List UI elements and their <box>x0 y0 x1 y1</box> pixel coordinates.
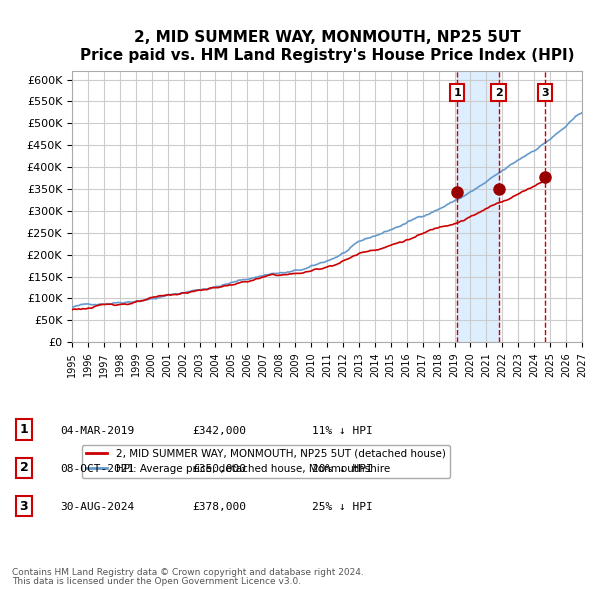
Bar <box>457 71 499 342</box>
Text: 2: 2 <box>495 88 502 98</box>
Text: 04-MAR-2019: 04-MAR-2019 <box>60 426 134 435</box>
Text: 1: 1 <box>20 423 28 436</box>
Bar <box>545 71 582 342</box>
Title: 2, MID SUMMER WAY, MONMOUTH, NP25 5UT
Price paid vs. HM Land Registry's House Pr: 2, MID SUMMER WAY, MONMOUTH, NP25 5UT Pr… <box>80 30 574 63</box>
Text: 25% ↓ HPI: 25% ↓ HPI <box>312 503 373 512</box>
Text: 2: 2 <box>20 461 28 474</box>
Text: £378,000: £378,000 <box>192 503 246 512</box>
Text: 3: 3 <box>541 88 548 98</box>
Text: 1: 1 <box>454 88 461 98</box>
Text: £350,000: £350,000 <box>192 464 246 474</box>
Text: 20% ↓ HPI: 20% ↓ HPI <box>312 464 373 474</box>
Legend: 2, MID SUMMER WAY, MONMOUTH, NP25 5UT (detached house), HPI: Average price, deta: 2, MID SUMMER WAY, MONMOUTH, NP25 5UT (d… <box>82 445 449 478</box>
Bar <box>545 71 582 342</box>
Text: 11% ↓ HPI: 11% ↓ HPI <box>312 426 373 435</box>
Text: 30-AUG-2024: 30-AUG-2024 <box>60 503 134 512</box>
Text: Contains HM Land Registry data © Crown copyright and database right 2024.: Contains HM Land Registry data © Crown c… <box>12 568 364 577</box>
Text: £342,000: £342,000 <box>192 426 246 435</box>
Text: 08-OCT-2021: 08-OCT-2021 <box>60 464 134 474</box>
Text: This data is licensed under the Open Government Licence v3.0.: This data is licensed under the Open Gov… <box>12 577 301 586</box>
Text: 3: 3 <box>20 500 28 513</box>
